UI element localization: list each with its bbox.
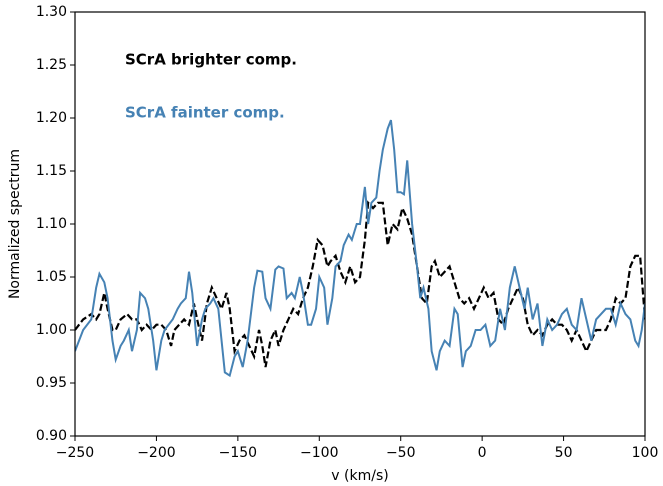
x-tick-label: −250: [56, 445, 94, 461]
x-tick-label: −50: [386, 445, 416, 461]
series-line: [75, 200, 645, 368]
legend-entry: SCrA fainter comp.: [125, 104, 285, 122]
x-tick-label: −150: [219, 445, 257, 461]
y-tick-label: 1.10: [36, 216, 67, 232]
x-tick-label: −100: [300, 445, 338, 461]
y-tick-label: 1.30: [36, 4, 67, 20]
y-tick-label: 0.90: [36, 428, 67, 444]
y-tick-label: 1.00: [36, 322, 67, 338]
y-tick-label: 1.20: [36, 110, 67, 126]
series-line: [75, 119, 645, 378]
x-tick-label: 100: [632, 445, 659, 461]
x-axis-label: v (km/s): [331, 468, 388, 484]
x-tick-label: −200: [137, 445, 175, 461]
y-tick-label: 0.95: [36, 375, 67, 391]
x-tick-label: 0: [478, 445, 487, 461]
legend-entry: SCrA brighter comp.: [125, 51, 297, 69]
y-axis-label: Normalized spectrum: [7, 149, 23, 299]
plot-frame: [74, 11, 646, 437]
x-tick-label: 50: [555, 445, 573, 461]
y-tick-label: 1.05: [36, 269, 67, 285]
y-tick-label: 1.25: [36, 57, 67, 73]
y-tick-label: 1.15: [36, 163, 67, 179]
